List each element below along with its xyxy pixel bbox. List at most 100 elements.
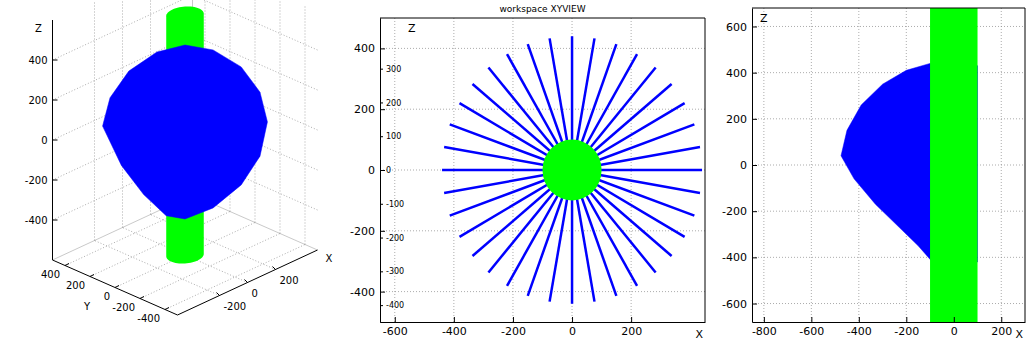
z-tick-label: -200 — [25, 175, 48, 186]
grid-line-y — [380, 109, 705, 110]
y-tick — [140, 297, 144, 299]
grid-line-y — [752, 26, 1025, 27]
x-tick-label: -400 — [847, 325, 872, 338]
y2-tick-label: -300 — [386, 267, 404, 276]
z-tick — [53, 140, 58, 141]
x-tick-mark — [811, 317, 812, 322]
frame-right — [1025, 8, 1026, 322]
y2-tick-label: -400 — [386, 301, 404, 310]
y-tick: -400 — [722, 251, 757, 264]
x-axis-label: X — [695, 328, 703, 341]
y-tick-mark — [752, 257, 757, 258]
y-tick-label: -400 — [137, 313, 160, 324]
labels: ZX — [760, 12, 1023, 341]
grid-line-y — [280, 0, 281, 234]
z-tick-label: -400 — [25, 215, 48, 226]
x-tick: 0 — [951, 317, 958, 338]
x-tick — [273, 267, 276, 270]
chart-title: workspace XYVIEW — [499, 4, 585, 14]
workspace-area — [103, 45, 268, 219]
x-tick-label: -800 — [752, 325, 777, 338]
x-tick-label: 0 — [951, 325, 958, 338]
x-tick-label: 200 — [621, 325, 642, 338]
y-tick-label: -200 — [112, 302, 135, 313]
y-axis-label: Z — [408, 22, 416, 35]
x-tick — [245, 280, 248, 283]
y-tick: -400 — [350, 286, 385, 299]
plot-area — [380, 18, 705, 322]
y-tick: -200 — [350, 225, 385, 238]
grid-line-y — [90, 212, 230, 277]
grid-line-y — [380, 48, 705, 49]
marks — [442, 36, 702, 304]
y-tick-label: 600 — [726, 20, 747, 33]
x-tick: -600 — [799, 317, 824, 338]
z-tick-label: 0 — [41, 135, 47, 146]
x-tick-mark — [572, 317, 573, 322]
x-tick-label: 0 — [569, 325, 576, 338]
y2-tick-mark — [380, 69, 383, 70]
y2-tick-mark — [380, 136, 383, 137]
y2-tick-label: 100 — [386, 132, 401, 141]
y2-tick: 100 — [380, 132, 401, 141]
y-tick-mark — [752, 304, 757, 305]
y-tick-label: -200 — [350, 225, 375, 238]
y-tick — [65, 264, 69, 266]
y-axis-label: Y — [83, 301, 91, 312]
x-tick-label: 200 — [991, 325, 1012, 338]
z-tick — [53, 180, 58, 181]
z-tick — [53, 60, 58, 61]
y2-tick: 300 — [380, 65, 401, 74]
y2-axis: -400-300-200-1000100200300 — [380, 19, 404, 323]
y2-tick-mark — [380, 305, 383, 306]
y-tick-label: 0 — [368, 164, 375, 177]
x-tick: -400 — [442, 317, 467, 338]
grid-line-y — [380, 170, 705, 171]
grid-line-x — [811, 8, 812, 322]
y2-tick: -300 — [380, 267, 404, 276]
x-tick: 0 — [569, 317, 576, 338]
grid-line-y — [380, 291, 705, 292]
y-tick-label: 200 — [354, 103, 375, 116]
x-tick: 200 — [991, 317, 1012, 338]
grid — [752, 8, 1025, 322]
panel-2d: -600-400-2000200-400-2000200400-400-300-… — [350, 4, 705, 341]
y-tick-label: 0 — [104, 291, 110, 302]
z-tick-label: 200 — [28, 95, 47, 106]
grid — [53, 0, 318, 310]
x-axis: -800 -600 -400 -200 0 200 — [752, 317, 1026, 338]
y-tick-label: -600 — [722, 298, 747, 311]
y2-tick-label: 300 — [386, 65, 401, 74]
y2-tick-mark — [380, 102, 383, 103]
figure: -400-2000200400-400-2000200400-2000200ZY… — [0, 0, 1031, 345]
y2-tick-label: -100 — [386, 200, 404, 209]
y2-tick-label: -200 — [386, 234, 404, 243]
x-tick — [217, 293, 220, 296]
y-axis: -400-2000200400 — [350, 19, 385, 323]
x-axis-label: X — [1015, 328, 1023, 341]
grid-line-y — [305, 5, 306, 245]
y-tick: 200 — [726, 113, 757, 126]
x-tick-mark — [906, 317, 907, 322]
y-tick-mark — [752, 211, 757, 212]
frame-right — [705, 18, 706, 322]
y2-tick: -100 — [380, 200, 404, 209]
x-tick-label: -400 — [442, 325, 467, 338]
y-tick-label: 200 — [726, 113, 747, 126]
grid-line-y — [752, 303, 1025, 304]
x-tick: -800 — [752, 317, 777, 338]
y-axis-line — [53, 260, 178, 315]
panel-2d: -800-600-400-2000200-600-400-20002004006… — [722, 3, 1025, 341]
y2-tick-label: 200 — [386, 99, 401, 108]
x-tick-mark — [631, 317, 632, 322]
y-tick: 0 — [740, 159, 757, 172]
y2-tick-mark — [380, 204, 383, 205]
x-tick-mark — [764, 317, 765, 322]
x-tick: -200 — [894, 317, 919, 338]
grid-line-y — [380, 230, 705, 231]
x-tick-mark — [954, 317, 955, 322]
x-axis: -600-400-2000200 — [381, 317, 706, 338]
y-tick: -600 — [722, 298, 757, 311]
frame-top — [380, 18, 705, 19]
x-tick-mark — [513, 317, 514, 322]
